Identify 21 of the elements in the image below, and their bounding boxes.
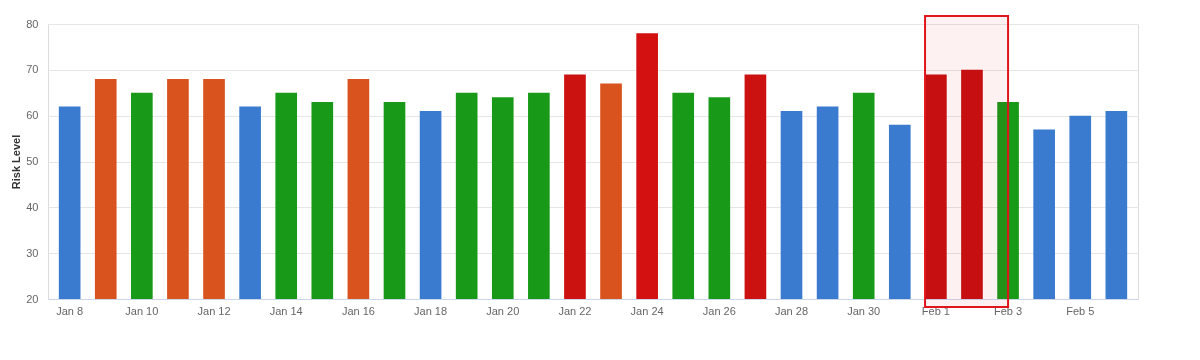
y-axis-title: Risk Level [10,134,23,190]
x-tick-label: Jan 28 [774,304,809,317]
y-tick-label: 50 [26,155,39,167]
y-tick-label: 80 [26,17,39,30]
x-tick-label: Jan 24 [630,304,664,317]
x-tick-label: Jan 8 [56,304,84,317]
x-tick-label: Jan 16 [341,304,375,317]
y-tick-label: 20 [26,292,39,305]
y-tick-label: 60 [26,109,39,122]
x-tick-label: Jan 30 [847,304,881,317]
x-tick-label: Jan 10 [125,304,159,317]
y-tick-label: 40 [26,200,39,213]
x-tick-label: Jan 14 [269,304,303,317]
x-tick-label: Jan 22 [558,304,592,317]
x-tick-label: Feb 5 [1066,304,1095,317]
y-tick-label: 70 [26,63,39,76]
x-tick-label: Jan 20 [486,304,520,317]
x-tick-label: Jan 12 [197,304,231,317]
x-tick-label: Jan 26 [702,304,736,317]
y-tick-label: 30 [26,246,39,259]
x-tick-label: Jan 18 [414,304,448,317]
